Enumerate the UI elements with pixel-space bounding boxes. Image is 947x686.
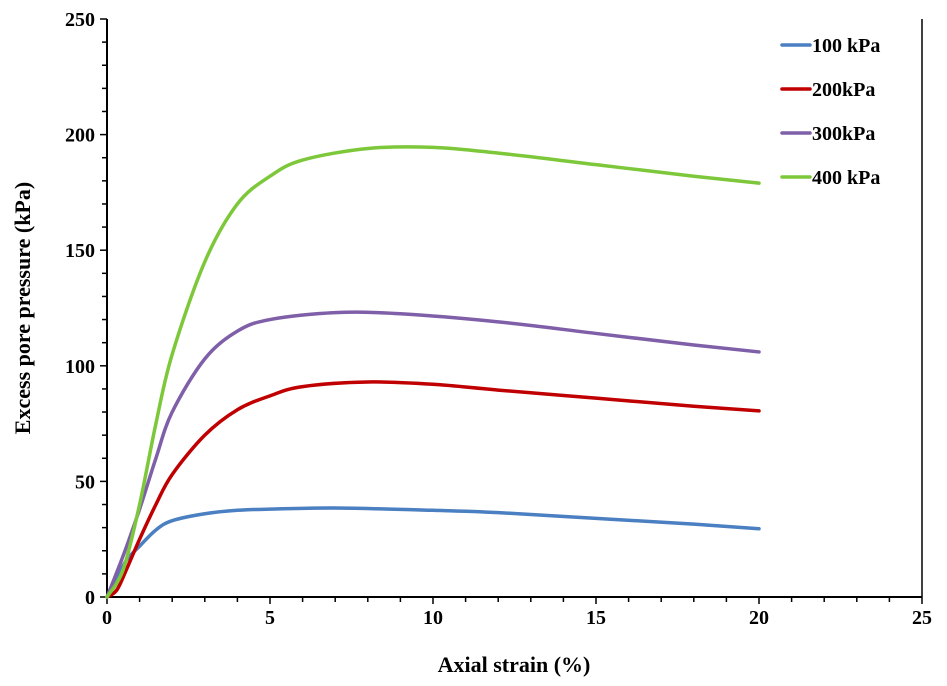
x-tick-label: 10 (423, 607, 443, 629)
x-tick-labels: 0 5 10 15 20 25 (102, 607, 932, 629)
tick-marks (100, 18, 923, 604)
series-line (105, 380, 761, 599)
x-tick-label: 25 (912, 607, 932, 629)
axes (106, 19, 923, 598)
y-tick-label: 0 (85, 587, 95, 609)
y-tick-label: 50 (75, 471, 95, 493)
x-tick-label: 5 (265, 607, 275, 629)
series-lines (105, 145, 761, 599)
x-tick-label: 20 (749, 607, 769, 629)
x-tick-label: 15 (586, 607, 606, 629)
x-axis-label: Axial strain (%) (438, 652, 591, 677)
legend-label: 400 kPa (812, 167, 880, 189)
y-tick-label: 200 (65, 125, 95, 147)
series-line (105, 506, 761, 599)
y-tick-label: 150 (65, 240, 95, 262)
legend-label: 300kPa (812, 123, 875, 145)
y-axis-label: Excess pore pressure (kPa) (10, 182, 35, 434)
y-tick-label: 100 (65, 356, 95, 378)
legend-label: 200kPa (812, 79, 875, 101)
x-tick-label: 0 (102, 607, 112, 629)
y-tick-labels: 0 50 100 150 200 250 (65, 9, 95, 609)
series-line (105, 310, 761, 599)
legend: 100 kPa 200kPa 300kPa 400 kPa (780, 35, 880, 189)
legend-label: 100 kPa (812, 35, 880, 57)
y-tick-label: 250 (65, 9, 95, 31)
series-line (105, 145, 761, 599)
